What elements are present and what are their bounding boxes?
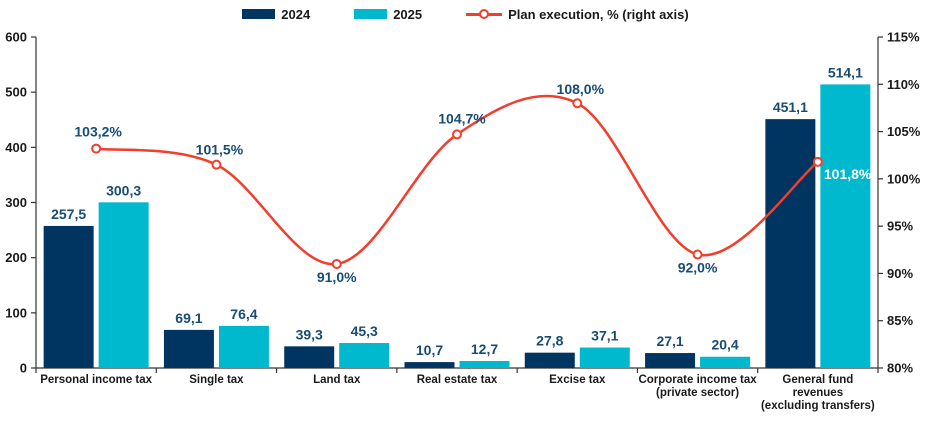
line-label-0: 103,2% xyxy=(74,124,122,140)
category-label-6: General fund revenues (excluding transfers… xyxy=(761,374,875,412)
right-axis-tick-label-4: 100% xyxy=(887,171,921,186)
category-label-4: Excise tax xyxy=(549,374,606,386)
legend-label-plan-execution: Plan execution, % (right axis) xyxy=(508,6,689,22)
category-label-line: Personal income tax xyxy=(40,374,152,386)
category-label-line: Land tax xyxy=(313,374,361,386)
category-label-5: Corporate income tax (private sector) xyxy=(638,374,757,399)
left-axis-tick-label-6: 600 xyxy=(5,30,27,45)
line-point-marker-3 xyxy=(452,129,462,140)
legend-swatch-2025-icon xyxy=(354,9,388,19)
bar-label-2024-6: 451,1 xyxy=(773,99,808,115)
bar-label-2024-4: 27,8 xyxy=(536,333,563,349)
line-label-1: 101,5% xyxy=(196,142,244,158)
bar-2025-0 xyxy=(98,202,149,368)
left-axis-tick-label-3: 300 xyxy=(5,195,27,210)
category-label-line: revenues xyxy=(793,387,844,399)
legend-item-2025: 2025 xyxy=(354,7,422,22)
bar-label-2024-0: 257,5 xyxy=(51,206,86,222)
category-label-line: (private sector) xyxy=(656,387,739,399)
legend-item-2024: 2024 xyxy=(242,7,310,22)
category-label-1: Single tax xyxy=(189,374,244,386)
legend-item-plan-execution: Plan execution, % (right axis) xyxy=(466,7,689,22)
line-label-6: 101,8% xyxy=(824,166,872,182)
line-label-2: 91,0% xyxy=(317,269,357,285)
left-axis-tick-label-1: 100 xyxy=(5,305,27,320)
line-point-marker-1 xyxy=(211,159,222,170)
bar-label-2024-3: 10,7 xyxy=(416,342,443,358)
right-axis-tick-label-1: 85% xyxy=(887,313,913,328)
left-axis-tick-label-2: 200 xyxy=(5,250,27,265)
legend-label-2024: 2024 xyxy=(281,6,311,22)
left-axis-tick-label-4: 400 xyxy=(5,140,27,155)
category-label-line: Corporate income tax xyxy=(638,374,757,386)
legend-line-marker-icon xyxy=(466,8,503,20)
bar-label-2025-2: 45,3 xyxy=(351,323,378,339)
bar-2024-4 xyxy=(524,352,575,368)
bar-2024-3 xyxy=(404,362,455,368)
category-label-line: General fund xyxy=(782,374,853,386)
right-axis-tick-label-3: 95% xyxy=(887,219,913,234)
category-label-line: Real estate tax xyxy=(417,374,498,386)
chart-legend: 2024 2025 Plan execution, % (right axis) xyxy=(0,3,931,25)
legend-swatch-2024-icon xyxy=(242,9,276,19)
line-point-marker-6 xyxy=(812,156,823,167)
line-label-5: 92,0% xyxy=(678,260,718,276)
bar-label-2024-5: 27,1 xyxy=(656,333,683,349)
bar-2025-6 xyxy=(820,84,871,368)
bar-2025-2 xyxy=(339,343,390,368)
line-point-marker-4 xyxy=(572,98,583,109)
bar-2024-2 xyxy=(284,346,335,368)
bar-2024-5 xyxy=(645,353,696,368)
left-axis-tick-label-0: 0 xyxy=(20,361,27,376)
line-point-marker-5 xyxy=(692,249,703,260)
line-label-4: 108,0% xyxy=(557,81,605,97)
bar-2025-4 xyxy=(579,347,630,368)
right-axis-tick-label-5: 105% xyxy=(887,124,921,139)
bar-2024-6 xyxy=(765,119,816,369)
legend-circle-marker-icon xyxy=(479,9,490,19)
line-point-marker-2 xyxy=(331,258,342,269)
right-axis-tick-label-0: 80% xyxy=(887,361,913,376)
category-label-line: Excise tax xyxy=(549,374,606,386)
left-axis-tick-label-5: 500 xyxy=(5,85,27,100)
bar-2024-1 xyxy=(163,329,214,368)
bar-label-2025-5: 20,4 xyxy=(711,337,738,353)
bar-label-2025-0: 300,3 xyxy=(106,182,141,198)
bar-label-2025-1: 76,4 xyxy=(230,306,257,322)
category-label-line: Single tax xyxy=(189,374,244,386)
line-label-3: 104,7% xyxy=(438,110,486,126)
right-axis-tick-label-2: 90% xyxy=(887,266,913,281)
bar-label-2025-6: 514,1 xyxy=(828,64,863,80)
bar-2025-5 xyxy=(700,356,751,368)
category-label-line: (excluding transfers) xyxy=(761,400,875,412)
bar-label-2024-2: 39,3 xyxy=(296,326,323,342)
bar-2025-3 xyxy=(459,360,510,368)
bar-2025-1 xyxy=(218,325,269,368)
legend-label-2025: 2025 xyxy=(393,6,423,22)
category-label-2: Land tax xyxy=(313,374,361,386)
category-label-0: Personal income tax xyxy=(40,374,152,386)
line-point-marker-0 xyxy=(91,143,102,154)
bar-label-2025-4: 37,1 xyxy=(591,328,618,344)
category-label-3: Real estate tax xyxy=(417,374,498,386)
bar-label-2025-3: 12,7 xyxy=(471,341,498,357)
right-axis-tick-label-7: 115% xyxy=(887,30,920,45)
right-axis-tick-label-6: 110% xyxy=(887,77,920,92)
bar-2024-0 xyxy=(43,225,94,368)
bar-label-2024-1: 69,1 xyxy=(175,310,202,326)
